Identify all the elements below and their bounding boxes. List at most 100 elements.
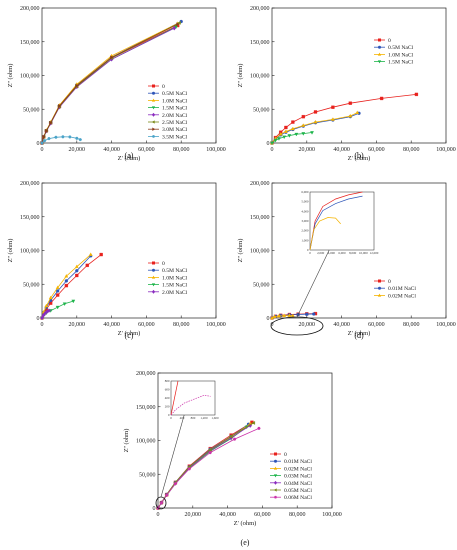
chart-panel-a: 0 20,000 40,000 60,000 80,000 100,000 0 50,000 1… bbox=[7, 6, 226, 162]
inset-curve bbox=[170, 380, 179, 416]
inset-y-tick-label: 0 bbox=[168, 413, 170, 417]
legend-entry: 2.5M NaCl bbox=[162, 120, 188, 126]
series-0-01m-nacl bbox=[156, 422, 251, 510]
data-point bbox=[47, 137, 51, 141]
data-point bbox=[45, 128, 49, 133]
series-line bbox=[41, 22, 180, 144]
data-point bbox=[75, 269, 79, 273]
data-point bbox=[414, 92, 419, 97]
legend-swatch-marker bbox=[274, 495, 277, 499]
data-point bbox=[310, 131, 314, 135]
legend-entry: 1.5M NaCl bbox=[388, 60, 414, 66]
series-1-5m-nacl bbox=[270, 131, 314, 146]
series-1-5m-nacl bbox=[40, 25, 178, 146]
series-line bbox=[41, 23, 178, 144]
legend-entry: 0.02M NaCl bbox=[284, 466, 312, 472]
y-tick-label: 200,000 bbox=[136, 371, 156, 377]
x-axis-label: Z' (ohm) bbox=[348, 155, 371, 162]
panel-caption: (d) bbox=[354, 331, 364, 340]
inset-y-tick-label: 800 bbox=[165, 379, 170, 383]
legend-swatch-marker bbox=[273, 474, 278, 478]
x-tick-label: 40,000 bbox=[103, 147, 120, 153]
data-point bbox=[187, 467, 191, 471]
data-point bbox=[43, 311, 47, 316]
series-line bbox=[157, 428, 260, 509]
inset-x-tick-label: 1,200 bbox=[200, 416, 208, 421]
inset-x-tick-label: 400 bbox=[180, 416, 185, 420]
x-axis-label: Z' (ohm) bbox=[348, 330, 371, 337]
data-point bbox=[88, 252, 93, 256]
x-tick-label: 60,000 bbox=[254, 512, 271, 518]
data-point bbox=[291, 120, 295, 124]
x-tick-label: 100,000 bbox=[206, 147, 226, 153]
inset-y-tick-label: 600 bbox=[165, 388, 170, 392]
legend-swatch-marker bbox=[151, 98, 156, 102]
legend-entry: 0 bbox=[162, 261, 165, 267]
series-line bbox=[41, 25, 178, 144]
data-point bbox=[74, 264, 79, 269]
legend-swatch-marker bbox=[151, 283, 156, 287]
inset-y-tick-label: 200 bbox=[165, 405, 170, 409]
x-tick-label: 60,000 bbox=[368, 147, 385, 153]
series-3-5m-nacl bbox=[40, 135, 82, 145]
inset-curve bbox=[309, 195, 363, 251]
data-point bbox=[85, 263, 89, 267]
data-point bbox=[55, 305, 60, 310]
y-axis-label: Z'' (ohm) bbox=[237, 64, 244, 88]
data-point bbox=[56, 293, 60, 297]
x-tick-label: 100,000 bbox=[322, 512, 342, 518]
x-tick-label: 40,000 bbox=[103, 322, 120, 328]
y-tick-label: 50,000 bbox=[253, 107, 270, 113]
x-tick-label: 80,000 bbox=[173, 322, 190, 328]
x-tick-label: 80,000 bbox=[403, 147, 420, 153]
legend-entry: 2.0M NaCl bbox=[162, 290, 188, 296]
data-point bbox=[287, 313, 292, 317]
legend-swatch-marker bbox=[274, 459, 277, 463]
data-point bbox=[64, 279, 69, 283]
series-0 bbox=[270, 92, 419, 145]
data-point bbox=[44, 303, 49, 308]
data-point bbox=[355, 110, 360, 114]
x-tick-label: 80,000 bbox=[403, 322, 420, 328]
series-3-0m-nacl bbox=[40, 22, 180, 145]
y-axis-label: Z'' (ohm) bbox=[123, 429, 130, 453]
y-axis-label: Z'' (ohm) bbox=[7, 239, 14, 263]
y-tick-label: 50,000 bbox=[139, 472, 156, 478]
y-axis-label: Z'' (ohm) bbox=[237, 239, 244, 263]
x-axis-label: Z' (ohm) bbox=[234, 520, 257, 527]
data-point bbox=[272, 314, 277, 318]
legend-swatch-marker bbox=[151, 106, 156, 110]
y-tick-label: 150,000 bbox=[250, 40, 270, 46]
y-tick-label: 200,000 bbox=[250, 181, 270, 187]
legend-swatch-marker bbox=[151, 120, 155, 124]
series-0 bbox=[156, 420, 254, 510]
legend-entry: 2.0M NaCl bbox=[162, 113, 188, 119]
legend-entry: 0.01M NaCl bbox=[388, 286, 416, 292]
inset-x-tick-label: 800 bbox=[191, 416, 196, 420]
data-point bbox=[257, 426, 261, 430]
data-point bbox=[42, 139, 47, 143]
legend-entry: 0.03M NaCl bbox=[284, 474, 312, 480]
panel-caption: (e) bbox=[241, 538, 250, 547]
inset-x-tick-label: 12,000 bbox=[370, 251, 379, 256]
data-point bbox=[58, 103, 62, 108]
series-1-0m-nacl bbox=[270, 110, 360, 145]
data-point bbox=[232, 437, 237, 441]
x-tick-label: 80,000 bbox=[173, 147, 190, 153]
x-tick-label: 0 bbox=[41, 322, 44, 328]
legend-swatch-marker bbox=[273, 488, 277, 492]
series-line bbox=[157, 423, 251, 509]
inset-x-tick-label: 10,000 bbox=[359, 251, 368, 256]
legend-swatch-marker bbox=[377, 293, 382, 297]
inset-curve bbox=[309, 191, 363, 251]
data-point bbox=[379, 96, 384, 101]
y-tick-label: 150,000 bbox=[136, 405, 156, 411]
x-axis-label: Z' (ohm) bbox=[118, 155, 141, 162]
legend-swatch-marker bbox=[151, 112, 156, 117]
data-point bbox=[312, 312, 316, 316]
panel-caption: (c) bbox=[125, 331, 134, 340]
data-point bbox=[78, 138, 82, 142]
legend-entry: 0.02M NaCl bbox=[388, 293, 416, 299]
data-point bbox=[330, 117, 335, 121]
